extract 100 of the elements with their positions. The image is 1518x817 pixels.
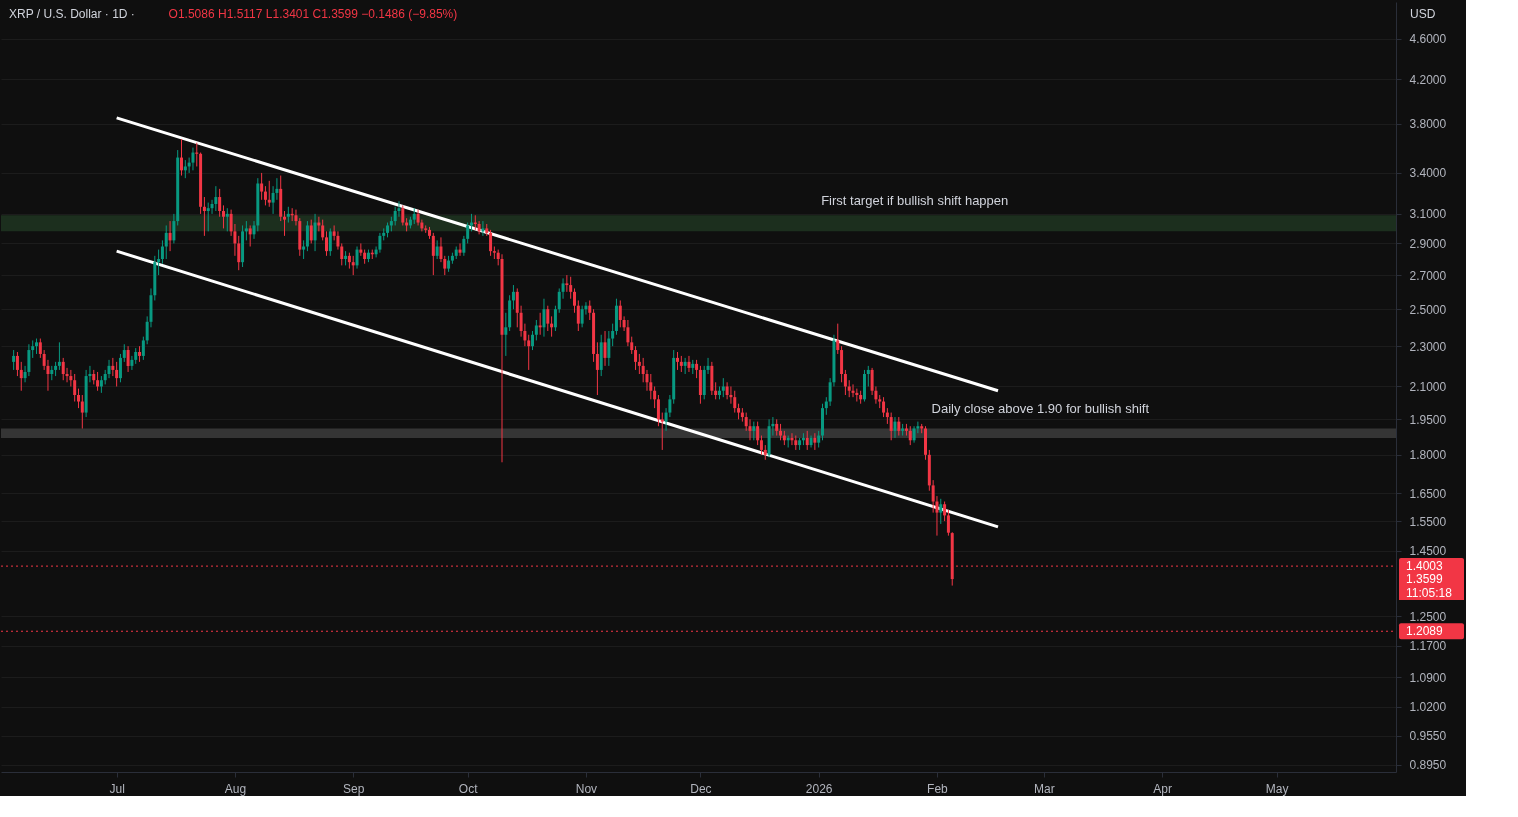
x-tick-label: Mar xyxy=(1033,781,1055,796)
y-tick-label: 1.0900 xyxy=(1409,670,1447,685)
candlestick xyxy=(943,501,947,522)
candlestick xyxy=(321,219,325,241)
candlestick xyxy=(882,396,886,418)
candlestick xyxy=(218,188,222,218)
candlestick xyxy=(656,394,660,427)
candlestick xyxy=(939,498,943,525)
candlestick xyxy=(569,276,573,300)
candlestick xyxy=(634,345,638,371)
candlestick xyxy=(191,147,195,171)
candlestick xyxy=(263,185,267,206)
candlestick xyxy=(653,386,657,409)
candlestick xyxy=(183,159,187,179)
candlestick xyxy=(15,351,19,377)
candlestick xyxy=(649,373,653,400)
y-tick-label: 1.1700 xyxy=(1409,639,1447,654)
candlestick xyxy=(840,345,844,383)
candlestick xyxy=(725,381,729,400)
candlestick xyxy=(851,383,855,398)
candlestick xyxy=(576,299,580,332)
candlestick xyxy=(618,299,622,328)
candlestick xyxy=(351,255,355,276)
candlestick xyxy=(130,355,134,371)
y-tick-label: 4.2000 xyxy=(1409,72,1447,87)
candlestick xyxy=(355,246,359,270)
candlestick xyxy=(660,412,664,451)
candlestick xyxy=(805,430,809,451)
y-tick-label: 2.3000 xyxy=(1409,339,1447,354)
candlestick xyxy=(12,349,16,371)
ref-line-label: 1.2089 xyxy=(1406,624,1444,639)
candlestick xyxy=(477,220,481,235)
candlestick xyxy=(626,319,630,347)
candlestick xyxy=(733,390,737,414)
candlestick xyxy=(607,330,611,367)
y-tick-label: 1.6500 xyxy=(1409,486,1447,501)
y-tick-label: 3.4000 xyxy=(1409,166,1447,181)
candlestick xyxy=(76,388,80,409)
candlestick xyxy=(283,210,287,237)
candlestick xyxy=(836,323,840,355)
y-tick-label: 4.6000 xyxy=(1409,32,1447,47)
candlestick xyxy=(637,353,641,375)
y-tick-label: 1.9500 xyxy=(1409,412,1447,427)
x-tick-label: Dec xyxy=(690,781,712,796)
candlestick xyxy=(542,298,546,338)
candlestick xyxy=(695,359,699,379)
candlestick xyxy=(248,224,252,247)
candlestick xyxy=(111,357,115,377)
candlestick xyxy=(866,365,870,387)
candlestick xyxy=(908,425,912,446)
x-tick-label: Sep xyxy=(343,781,365,796)
x-tick-label: Apr xyxy=(1153,781,1172,796)
candlestick xyxy=(302,239,306,260)
y-tick-label: 2.9000 xyxy=(1409,236,1447,251)
candlestick xyxy=(752,421,756,441)
candlestick xyxy=(889,412,893,441)
candlestick xyxy=(431,232,435,276)
candlestick xyxy=(553,305,557,332)
candlestick xyxy=(897,416,901,437)
candlestick xyxy=(687,355,691,373)
candlestick xyxy=(813,432,817,451)
candlestick xyxy=(260,172,264,201)
candlestick xyxy=(435,239,439,260)
candlestick xyxy=(573,287,576,314)
x-tick-label: Nov xyxy=(575,781,598,796)
candlestick xyxy=(225,207,229,232)
x-tick-label: Feb xyxy=(927,781,949,796)
candlestick xyxy=(729,386,733,405)
x-tick-label: Jul xyxy=(109,781,125,796)
candlestick xyxy=(946,509,950,537)
candlestick xyxy=(214,185,218,212)
candlestick xyxy=(19,361,23,392)
candlestick xyxy=(107,359,111,379)
y-tick-label: 2.5000 xyxy=(1409,302,1447,317)
candlestick xyxy=(267,180,271,208)
candlestick xyxy=(202,196,206,237)
y-tick-label: 3.1000 xyxy=(1409,207,1447,222)
candlestick xyxy=(313,213,317,252)
y-tick-label: 2.1000 xyxy=(1409,380,1447,394)
text: 1.3599 xyxy=(1406,572,1444,587)
candlestick xyxy=(309,219,313,244)
y-tick-label: 3.8000 xyxy=(1409,117,1447,132)
y-tick-label: 1.4500 xyxy=(1409,544,1447,559)
chart-subtitle: O1.5086 H1.5117 L1.3401 C1.3599 −0.1486 (−9.85%) xyxy=(168,7,458,21)
y-tick-label: 1.0200 xyxy=(1409,700,1447,715)
chart-title: XRP / U.S. Dollar · 1D · xyxy=(9,7,135,21)
candlestick xyxy=(458,242,462,257)
candlestick xyxy=(489,229,493,257)
annotation: Daily close above 1.90 for bullish shift xyxy=(931,400,1150,416)
candlestick xyxy=(759,435,763,456)
candlestick xyxy=(511,284,515,310)
candlestick xyxy=(588,299,592,321)
y-tick-label: 0.9550 xyxy=(1409,729,1447,744)
x-tick-label: Oct xyxy=(458,781,479,796)
candlestick xyxy=(580,305,584,328)
candlestick xyxy=(481,220,485,237)
annotation: First target if bullish shift happen xyxy=(821,193,1009,209)
candlestick xyxy=(756,421,760,446)
candlestick xyxy=(843,369,847,396)
candlestick xyxy=(534,319,538,341)
